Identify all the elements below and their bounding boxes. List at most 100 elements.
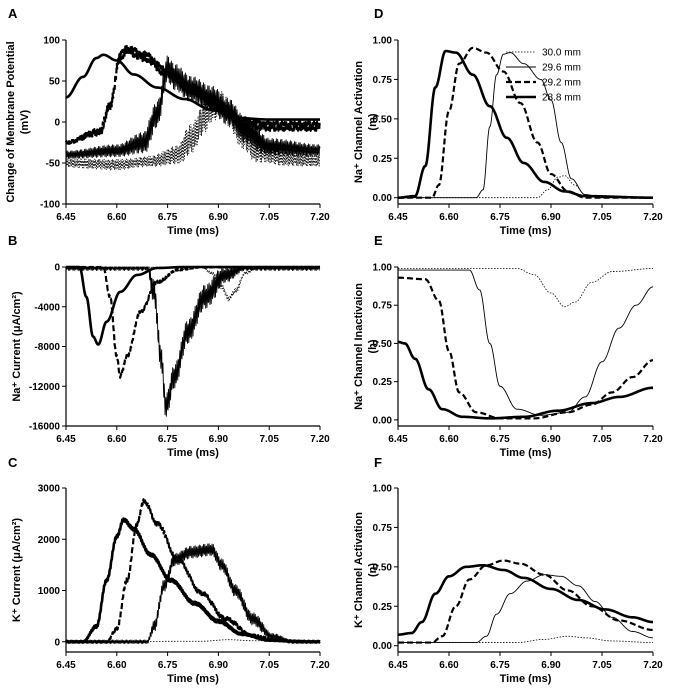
y-tick-label: -100 — [40, 200, 60, 211]
x-tick-label: 6.75 — [158, 212, 178, 223]
y-tick-label: 0.75 — [373, 523, 393, 534]
x-tick-label: 6.60 — [107, 434, 127, 445]
x-tick-label: 6.90 — [209, 660, 229, 671]
x-tick-label: 6.75 — [158, 660, 178, 671]
panel-c: C 6.45 6.60 6.75 6.90 7.05 7.20 3000 2000 1000 0 Ti… — [8, 455, 330, 685]
x-tick-label: 7.05 — [592, 212, 612, 223]
x-tick-label: 6.90 — [209, 212, 229, 223]
x-tick-label: 6.45 — [56, 660, 76, 671]
series-line-292 — [65, 497, 321, 644]
series-line-300 — [65, 88, 321, 171]
y-tick-label: 100 — [43, 36, 60, 47]
x-tick-label: 6.45 — [56, 434, 76, 445]
series-line-300 — [398, 268, 653, 308]
x-axis-label: Time (ms) — [167, 673, 219, 685]
y-tick-label: -50 — [46, 159, 61, 170]
y-tick-label: -16000 — [29, 422, 61, 433]
x-axis-label: Time (ms) — [500, 225, 552, 237]
x-tick-label: 6.75 — [490, 434, 510, 445]
x-tick-label: 6.45 — [388, 212, 408, 223]
y-axis-label: (h) — [367, 339, 379, 353]
series-line-296 — [65, 266, 321, 417]
x-tick-label: 6.45 — [388, 434, 408, 445]
panel-e: E 6.45 6.60 6.75 6.90 7.05 7.20 1.00 0.75 0.50 0.2… — [353, 233, 663, 459]
series-line-292 — [397, 46, 654, 199]
y-tick-label: 50 — [49, 77, 61, 88]
series-line-288 — [397, 340, 654, 420]
legend-entry: 29.2 mm — [542, 78, 581, 89]
y-tick-label: 2000 — [38, 535, 61, 546]
legend: 30.0 mm 29.6 mm 29.2 mm 28.8 mm — [506, 48, 581, 104]
y-tick-label: 3000 — [38, 484, 61, 495]
y-tick-label: 0.25 — [373, 377, 393, 388]
legend-entry: 29.6 mm — [542, 63, 581, 74]
y-tick-label: 0.00 — [373, 641, 393, 652]
x-tick-label: 7.05 — [592, 660, 612, 671]
y-tick-label: 1.00 — [373, 263, 393, 274]
x-tick-label: 6.60 — [107, 660, 127, 671]
series-line-296 — [397, 269, 654, 416]
y-tick-label: 1.00 — [373, 36, 393, 47]
x-tick-label: 6.75 — [490, 212, 510, 223]
panel-letter: E — [374, 233, 383, 248]
series-line-292 — [397, 276, 654, 420]
panel-letter: D — [374, 6, 383, 21]
x-tick-label: 7.20 — [310, 434, 330, 445]
x-tick-label: 6.90 — [541, 660, 561, 671]
series-line-292 — [64, 43, 322, 145]
x-tick-label: 7.05 — [259, 660, 279, 671]
x-tick-label: 7.20 — [643, 434, 663, 445]
x-tick-label: 7.05 — [592, 434, 612, 445]
x-tick-label: 6.75 — [158, 434, 178, 445]
panel-letter: B — [8, 233, 17, 248]
series-line-288 — [397, 49, 654, 199]
x-axis-label: Time (ms) — [500, 447, 552, 459]
y-tick-label: 0 — [54, 263, 60, 274]
panel-letter: A — [8, 6, 18, 21]
y-tick-label: 0.50 — [373, 562, 393, 573]
y-tick-label: 0.75 — [373, 75, 393, 86]
x-axis-label: Time (ms) — [167, 225, 219, 237]
x-tick-label: 6.45 — [56, 212, 76, 223]
panel-b: B 6.45 6.60 6.75 6.90 7.05 7.20 0 -4000 -8000 -120… — [8, 233, 330, 459]
x-tick-label: 7.20 — [643, 660, 663, 671]
y-axis-label: Change of Membrane Potential — [5, 41, 17, 202]
panel-f: F 6.45 6.60 6.75 6.90 7.05 7.20 1.00 0.75 0.50 0.2… — [353, 455, 663, 685]
y-axis-label: (n) — [367, 563, 379, 577]
x-tick-label: 7.20 — [310, 212, 330, 223]
y-tick-label: 0.25 — [373, 154, 393, 165]
panel-letter: C — [8, 455, 18, 470]
x-tick-label: 7.20 — [643, 212, 663, 223]
y-axis-label: (mV) — [19, 109, 31, 134]
x-tick-label: 6.60 — [107, 212, 127, 223]
y-axis-label: Na⁺ Channel Inactivaion — [353, 283, 365, 410]
y-tick-label: 0.00 — [373, 415, 393, 426]
x-tick-label: 6.60 — [439, 660, 459, 671]
y-tick-label: -4000 — [34, 302, 60, 313]
panel-a: A 6.45 6.60 6.75 6.90 7.05 7.20 100 50 0 -50 -100 Ti… — [5, 6, 330, 237]
series-line-288 — [65, 53, 321, 121]
y-tick-label: 0.75 — [373, 301, 393, 312]
x-tick-label: 6.90 — [209, 434, 229, 445]
series-line-296 — [397, 52, 654, 199]
x-tick-label: 7.05 — [259, 434, 279, 445]
y-tick-label: 0.50 — [373, 114, 393, 125]
y-axis-label: K⁺ Current (μA/cm²) — [11, 518, 23, 623]
series-line-292 — [397, 559, 654, 644]
x-axis-label: Time (ms) — [500, 673, 552, 685]
y-tick-label: 1000 — [38, 586, 61, 597]
y-tick-label: -12000 — [29, 382, 61, 393]
x-tick-label: 7.20 — [310, 660, 330, 671]
y-axis-label: (m) — [367, 113, 379, 130]
y-tick-label: 1.00 — [373, 484, 393, 495]
x-tick-label: 6.60 — [439, 212, 459, 223]
series-line-288 — [397, 563, 654, 636]
x-tick-label: 6.75 — [490, 660, 510, 671]
y-axis-label: K⁺ Channel Activation — [353, 512, 365, 628]
y-tick-label: -8000 — [34, 342, 60, 353]
series-line-288 — [65, 517, 321, 644]
x-tick-label: 7.05 — [259, 212, 279, 223]
y-tick-label: 0 — [54, 118, 60, 129]
